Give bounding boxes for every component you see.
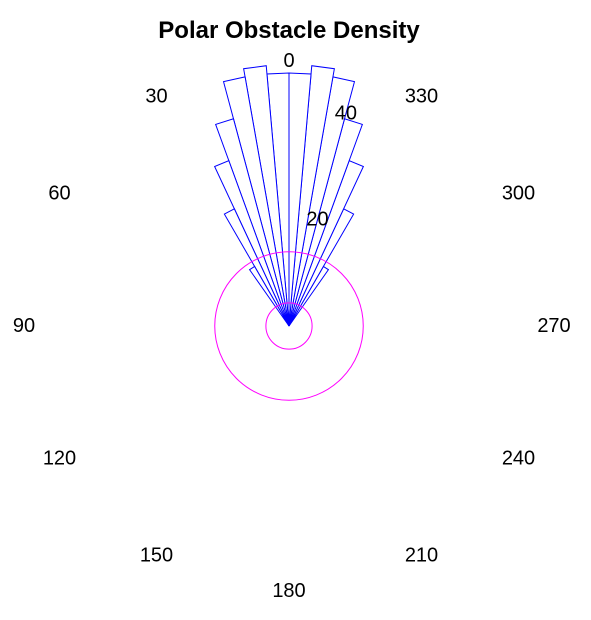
histogram-bars xyxy=(213,65,365,327)
threshold-circle-1 xyxy=(214,251,364,401)
radial-tick-20: 20 xyxy=(306,209,328,231)
angular-tick-labels: 0 30 60 90 120 150 180 210 240 270 300 330 xyxy=(13,50,571,602)
angle-tick-120: 120 xyxy=(43,448,76,470)
threshold-circle-0 xyxy=(265,302,313,350)
angle-tick-0: 0 xyxy=(283,50,294,72)
angle-tick-150: 150 xyxy=(140,545,173,567)
angle-tick-180: 180 xyxy=(272,580,305,602)
radial-tick-40: 40 xyxy=(335,103,357,125)
angle-tick-210: 210 xyxy=(405,545,438,567)
angle-tick-300: 300 xyxy=(502,183,535,205)
angle-tick-330: 330 xyxy=(405,86,438,108)
angle-tick-270: 270 xyxy=(537,315,570,337)
angle-tick-60: 60 xyxy=(48,183,70,205)
chart-title: Polar Obstacle Density xyxy=(158,17,420,44)
angle-tick-240: 240 xyxy=(502,448,535,470)
angle-tick-30: 30 xyxy=(145,86,167,108)
histogram-bar-13 xyxy=(248,265,290,327)
threshold-circles xyxy=(214,251,364,401)
angle-tick-90: 90 xyxy=(13,315,35,337)
